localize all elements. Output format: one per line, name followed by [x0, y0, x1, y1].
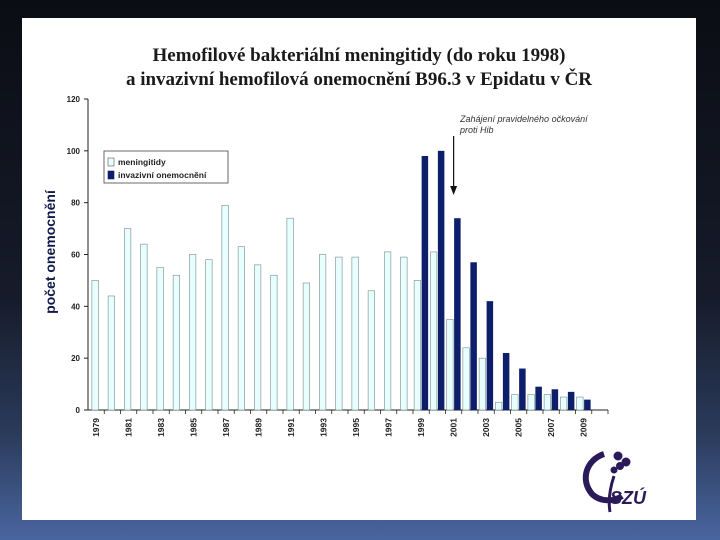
x-tick-label: 1999: [416, 418, 426, 437]
bar-invazivni: [437, 150, 445, 411]
bar-meningitidy: [302, 282, 310, 411]
x-tick-label: 1987: [221, 418, 231, 437]
bar-meningitidy: [543, 394, 551, 411]
bar-meningitidy: [462, 347, 470, 411]
x-tick-label: 1991: [286, 418, 296, 437]
chart-area: 0 20 40 60 80 100 120 1979 1981 1983 1985 1987 1989 1…: [67, 95, 609, 437]
bar-meningitidy: [335, 256, 343, 411]
annotation-arrow-head: [450, 186, 458, 195]
chart-title-line2: a invazivní hemofilová onemocnění B96.3 …: [125, 69, 593, 90]
bar-meningitidy: [140, 243, 148, 411]
annotation-text-line1: Zahájení pravidelného očkování: [459, 114, 589, 124]
bar-meningitidy: [124, 228, 132, 411]
bar-meningitidy: [172, 274, 180, 411]
x-tick-label: 2007: [546, 418, 556, 437]
bar-meningitidy: [221, 204, 229, 411]
legend-swatch: [107, 170, 115, 180]
x-tick-label: 1981: [124, 418, 134, 437]
bar-meningitidy: [205, 259, 213, 411]
bar-meningitidy: [400, 256, 408, 411]
szu-logo: SZÚ: [574, 446, 664, 516]
y-tick-label: 120: [67, 95, 81, 104]
chart-title: Hemofilové bakteriální meningitidy (do r…: [22, 44, 696, 92]
y-tick-label: 80: [71, 199, 80, 208]
legend-box: [103, 150, 229, 184]
x-tick-label: 2009: [579, 418, 589, 437]
bar-invazivni: [502, 352, 510, 410]
x-tick-label: 1985: [189, 418, 199, 437]
x-tick-label: 1979: [91, 418, 101, 437]
x-tick-label: 1995: [351, 418, 361, 437]
bar-meningitidy: [511, 394, 519, 411]
x-tick-label: 1983: [156, 418, 166, 437]
bar-meningitidy: [367, 290, 375, 411]
legend-swatch: [107, 157, 115, 167]
legend-label: meningitidy: [118, 157, 166, 167]
szu-logo-text: SZÚ: [610, 487, 647, 508]
y-tick-label: 40: [71, 302, 80, 311]
y-tick-label: 60: [71, 251, 80, 260]
x-tick-label: 1989: [254, 418, 264, 437]
y-tick-label: 20: [71, 354, 80, 363]
bar-meningitidy: [384, 251, 392, 411]
bar-invazivni: [486, 301, 494, 410]
x-tick-label: 2003: [481, 418, 491, 437]
bar-meningitidy: [91, 280, 99, 411]
szu-logo-icon: SZÚ: [582, 451, 647, 513]
x-tick-label: 1993: [319, 418, 329, 437]
bar-meningitidy: [270, 274, 278, 411]
bar-invazivni: [421, 156, 429, 410]
x-tick-label: 2001: [449, 418, 459, 437]
bar-meningitidy: [107, 295, 115, 411]
bar-meningitidy: [560, 396, 568, 411]
chart-title-line1: Hemofilové bakteriální meningitidy (do r…: [152, 45, 566, 66]
x-tick-label: 1997: [384, 418, 394, 437]
bar-invazivni: [535, 386, 542, 410]
bar-invazivni: [454, 218, 461, 410]
bar-invazivni: [551, 389, 559, 410]
slide: Hemofilové bakteriální meningitidy (do r…: [22, 18, 696, 520]
annotation-text-line2: proti Hib: [459, 125, 494, 135]
bar-meningitidy: [430, 251, 438, 411]
y-tick-label: 100: [67, 147, 81, 156]
legend-label: invazivní onemocnění: [118, 170, 207, 180]
bar-meningitidy: [237, 246, 245, 411]
bar-invazivni: [519, 368, 526, 410]
bar-meningitidy: [351, 256, 359, 411]
bar-meningitidy: [527, 394, 535, 411]
bar-invazivni: [470, 262, 477, 410]
bar-meningitidy: [495, 401, 503, 411]
bar-meningitidy: [286, 217, 294, 411]
bar-invazivni: [567, 391, 575, 410]
bar-meningitidy: [189, 254, 197, 411]
bar-meningitidy: [446, 318, 454, 411]
bar-meningitidy: [576, 396, 584, 411]
bar-meningitidy: [413, 280, 421, 411]
x-tick-label: 2005: [514, 418, 524, 437]
bar-meningitidy: [478, 357, 486, 411]
y-tick-label: 0: [76, 406, 81, 415]
bar-meningitidy: [156, 267, 164, 411]
bar-invazivni: [584, 399, 591, 410]
bar-meningitidy: [254, 264, 262, 411]
bar-meningitidy: [319, 254, 327, 411]
